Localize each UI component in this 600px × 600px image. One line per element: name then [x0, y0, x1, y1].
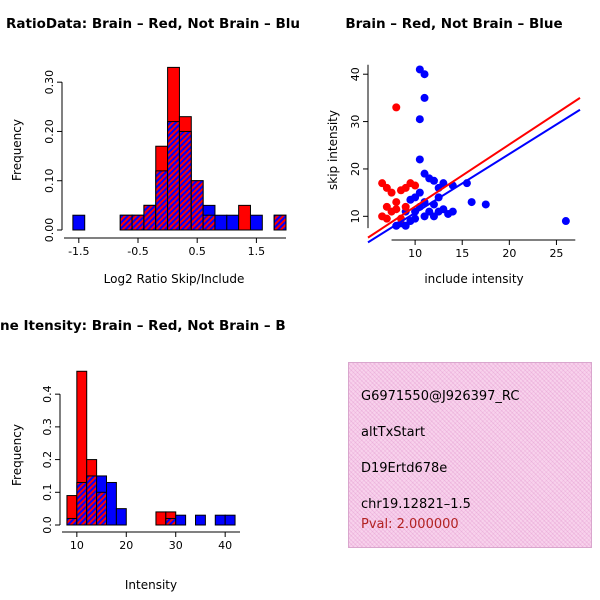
scatter-point-brain [401, 202, 410, 211]
scatter-point-brain [382, 214, 391, 223]
x-tick-label: 25 [549, 247, 563, 260]
scatter-point-brain [392, 205, 401, 214]
hist-bar [214, 214, 228, 231]
scatter-point-not-brain [420, 93, 429, 102]
scatter-point-not-brain [420, 70, 429, 79]
y-tick-label: 30 [349, 115, 362, 129]
y-tick-label: 0.00 [43, 218, 56, 243]
x-tick-label: 40 [218, 539, 232, 552]
intensity-hist-title: ne Itensity: Brain – Red, Not Brain – B [0, 318, 286, 334]
x-tick-label: 0.5 [188, 245, 206, 258]
y-tick-label: 10 [349, 209, 362, 223]
y-tick-label: 0.30 [43, 70, 56, 95]
scatter-point-not-brain [439, 179, 448, 188]
x-tick-label: 10 [70, 539, 84, 552]
hist-bar-overlap [143, 204, 157, 231]
scatter-point-not-brain [448, 207, 457, 216]
hist-bar [249, 214, 263, 231]
scatter-point-not-brain [561, 217, 570, 226]
intensity-hist-xlabel: Intensity [124, 578, 178, 592]
scatter-title: Brain – Red, Not Brain – Blue [345, 16, 563, 32]
scatter-point-not-brain [429, 176, 438, 185]
info-line-event-type: altTxStart [361, 425, 426, 440]
hist-bar-overlap [155, 170, 169, 231]
panel-ratio-histogram: RatioData: Brain – Red, Not Brain – Blu … [0, 0, 300, 300]
ratio-hist-xlabel: Log2 Ratio Skip/Include [103, 272, 245, 286]
hist-bar [155, 511, 167, 526]
ratio-histogram-plot: -1.5 -0.5 0.5 1.5 0.00 0.10 0.20 0.30 [43, 66, 287, 258]
x-tick-label: -1.5 [68, 245, 89, 258]
scatter-point-brain [392, 103, 401, 112]
ratio-hist-title: RatioData: Brain – Red, Not Brain – Blu [6, 16, 300, 32]
y-tick-label: 0.2 [41, 451, 54, 469]
hist-bar [195, 514, 206, 526]
scatter-point-brain [392, 198, 401, 207]
y-tick-label: 0.3 [41, 418, 54, 436]
hist-bar [106, 481, 117, 526]
hist-bar [72, 214, 86, 231]
info-line-gene-name: D19Ertd678e [361, 461, 448, 476]
scatter-point-not-brain [415, 188, 424, 197]
hist-bar [115, 508, 127, 526]
hist-bar-overlap [131, 214, 145, 231]
scatter-point-not-brain [415, 155, 424, 164]
x-tick-label: 1.5 [248, 245, 266, 258]
hist-bar-overlap [202, 214, 216, 231]
y-tick-label: 20 [349, 162, 362, 176]
y-tick-label: 0.0 [41, 516, 54, 534]
info-line-pval: Pval: 2.000000 [361, 517, 459, 532]
hist-bar [238, 204, 251, 231]
y-tick-label: 0.4 [41, 385, 54, 403]
hist-bar-overlap [86, 475, 98, 526]
fit-line-brain-fit [367, 97, 581, 239]
scatter-point-not-brain [481, 200, 490, 209]
hist-bar [226, 214, 240, 231]
scatter-point-brain [411, 181, 420, 190]
hist-bar-overlap [76, 481, 88, 526]
x-tick-label: 20 [119, 539, 133, 552]
scatter-point-not-brain [411, 214, 420, 223]
hist-bar [224, 514, 236, 526]
hist-bar-overlap [96, 491, 108, 526]
scatter-point-brain [387, 188, 396, 197]
y-tick-label: 40 [349, 67, 362, 81]
scatter-point-not-brain [415, 115, 424, 124]
hist-bar-overlap [165, 517, 177, 526]
panel-gene-intensity-histogram: ne Itensity: Brain – Red, Not Brain – B … [0, 300, 300, 600]
panel-intensity-scatter: Brain – Red, Not Brain – Blue skip inten… [300, 0, 600, 300]
hist-bar-overlap [119, 214, 133, 231]
x-tick-label: 15 [455, 247, 469, 260]
hist-bar [214, 514, 226, 526]
scatter-plot: 10 15 20 25 10 20 30 40 [349, 64, 581, 260]
y-tick-label: 0.1 [41, 484, 54, 502]
hist-bar-overlap [66, 517, 78, 526]
x-tick-label: 10 [408, 247, 422, 260]
gene-info-box: G6971550@J926397_RC altTxStart D19Ertd67… [348, 362, 592, 548]
panel-gene-info: G6971550@J926397_RC altTxStart D19Ertd67… [300, 300, 600, 600]
intensity-histogram-plot: 10 20 30 40 0.0 0.1 0.2 0.3 0.4 [41, 370, 240, 552]
fit-line-not-brain-fit [367, 108, 581, 244]
y-tick-label: 0.10 [43, 168, 56, 193]
y-tick-label: 0.20 [43, 119, 56, 144]
hist-bar [175, 514, 187, 526]
hist-bar-overlap [167, 121, 180, 231]
hist-bar-overlap [273, 214, 287, 231]
hist-bar-overlap [190, 180, 204, 231]
hist-bar-overlap [178, 130, 192, 231]
x-tick-label: 30 [169, 539, 183, 552]
x-tick-label: 20 [502, 247, 516, 260]
x-tick-label: -0.5 [127, 245, 148, 258]
scatter-xlabel: include intensity [424, 272, 524, 286]
scatter-point-not-brain [467, 198, 476, 207]
info-line-locus: chr19.12821–1.5 [361, 497, 471, 512]
info-line-probe-id: G6971550@J926397_RC [361, 389, 520, 404]
